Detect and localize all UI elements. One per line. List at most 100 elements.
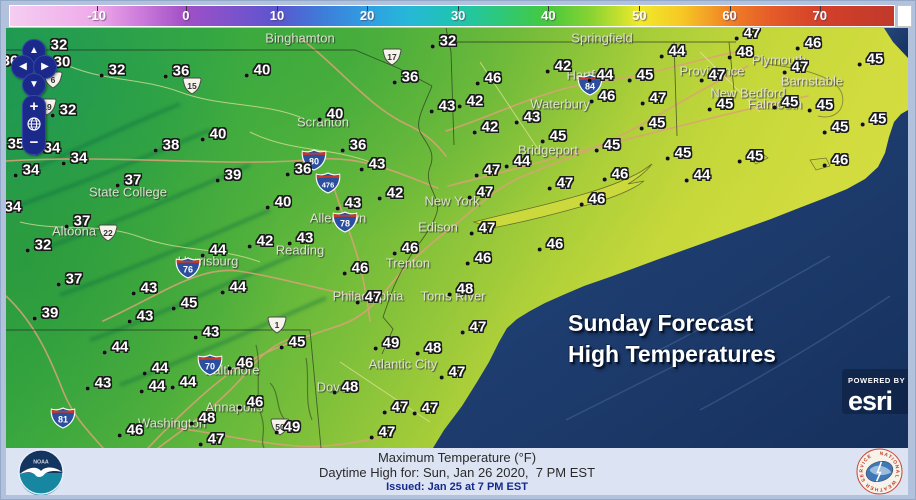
- station-dot: [472, 130, 477, 135]
- forecast-map[interactable]: BinghamtonSpringfieldScrantonHartfordWat…: [6, 28, 908, 448]
- svg-text:1: 1: [275, 320, 280, 330]
- station-dot: [163, 74, 168, 79]
- temp-value: 36: [163, 63, 189, 80]
- colorbar-tick: [367, 6, 369, 11]
- temp-value: 42: [377, 185, 403, 202]
- station-dot: [287, 241, 292, 246]
- arrow-up-icon: ▲: [29, 45, 39, 56]
- station-dot: [153, 148, 158, 153]
- temp-value: 47: [439, 364, 465, 381]
- svg-text:76: 76: [183, 265, 193, 275]
- pan-down-button[interactable]: ▼: [22, 73, 46, 97]
- temp-value: 45: [822, 119, 848, 136]
- svg-text:15: 15: [187, 81, 197, 91]
- city-label: Annapolis: [205, 399, 263, 415]
- zoom-in-button[interactable]: +: [29, 98, 39, 115]
- nws-logo[interactable]: NATIONAL WEATHER SERVICE: [856, 448, 903, 495]
- us-route-15-shield: 15: [182, 77, 202, 95]
- city-label: Dover: [316, 379, 352, 395]
- temp-value: 39: [215, 167, 241, 184]
- long-island: [472, 163, 653, 229]
- temp-value: 36: [340, 137, 366, 154]
- temp-value: 36: [392, 69, 418, 86]
- station-dot: [727, 55, 732, 60]
- interstate-76-shield: 76: [175, 257, 201, 279]
- caption-bar: NOAA Maximum Temperature (°F) Daytime Hi…: [6, 448, 908, 495]
- temp-value: 32: [99, 62, 125, 79]
- arrow-left-icon: ◀: [19, 61, 27, 72]
- temp-value: 47: [412, 400, 438, 417]
- noaa-logo[interactable]: NOAA: [18, 449, 64, 495]
- station-dot: [537, 247, 542, 252]
- temp-value: 39: [32, 305, 58, 322]
- station-dot: [382, 410, 387, 415]
- station-dot: [237, 405, 242, 410]
- station-dot: [392, 251, 397, 256]
- station-dot: [115, 183, 120, 188]
- city-label: Springfield: [571, 30, 633, 46]
- interstate-70-shield: 70: [197, 354, 223, 376]
- station-dot: [504, 164, 509, 169]
- temp-value: 44: [200, 242, 226, 259]
- station-dot: [465, 261, 470, 266]
- temp-value: 42: [457, 93, 483, 110]
- temp-value: 46: [465, 250, 491, 267]
- temp-value: 43: [429, 98, 455, 115]
- svg-text:70: 70: [205, 362, 215, 372]
- station-dot: [589, 99, 594, 104]
- temp-value: 38: [153, 137, 179, 154]
- station-dot: [602, 177, 607, 182]
- marthas-vineyard: [745, 151, 769, 165]
- station-dot: [198, 442, 203, 447]
- zoom-out-button[interactable]: −: [29, 134, 39, 151]
- station-dot: [475, 81, 480, 86]
- station-dot: [639, 126, 644, 131]
- station-dot: [467, 195, 472, 200]
- temp-value: 46: [237, 394, 263, 411]
- svg-text:78: 78: [340, 219, 350, 229]
- globe-icon[interactable]: [27, 117, 41, 131]
- svg-text:476: 476: [322, 181, 335, 190]
- temp-value: 40: [265, 194, 291, 211]
- us-route-1-shield: 1: [267, 316, 287, 334]
- colorbar-tick-label: 20: [359, 8, 375, 23]
- station-dot: [857, 62, 862, 67]
- temp-value: 46: [822, 152, 848, 169]
- station-dot: [587, 78, 592, 83]
- station-dot: [429, 109, 434, 114]
- station-dot: [795, 46, 800, 51]
- station-dot: [415, 351, 420, 356]
- station-dot: [640, 101, 645, 106]
- temp-value: 45: [807, 97, 833, 114]
- esri-attribution: POWERED BY esri: [842, 369, 908, 415]
- temp-value: 45: [279, 334, 305, 351]
- temp-value: 43: [131, 280, 157, 297]
- temp-value: 45: [171, 295, 197, 312]
- svg-text:22: 22: [103, 228, 113, 238]
- temp-value: 36: [285, 161, 311, 178]
- city-label: Altoona: [51, 223, 97, 239]
- temp-value: 47: [474, 162, 500, 179]
- colorbar-tick: [185, 6, 187, 11]
- station-dot: [822, 130, 827, 135]
- temp-value: 45: [627, 67, 653, 84]
- station-dot: [659, 54, 664, 59]
- station-dot: [579, 202, 584, 207]
- temp-value: 46: [227, 355, 253, 372]
- station-dot: [215, 178, 220, 183]
- station-dot: [227, 366, 232, 371]
- ocean: [433, 110, 908, 448]
- colorbar-tick: [639, 6, 641, 11]
- city-label: Falmouth: [747, 96, 803, 112]
- station-dot: [142, 371, 147, 376]
- colorbar-tick: [458, 6, 460, 11]
- station-dot: [131, 291, 136, 296]
- temp-value: 43: [514, 109, 540, 126]
- colorbar-tick-label: 0: [182, 8, 190, 23]
- temp-value: 46: [392, 240, 418, 257]
- temp-value: 45: [857, 51, 883, 68]
- colorbar-tick: [819, 6, 821, 11]
- city-label: Providence: [679, 63, 745, 79]
- temp-value: 32: [25, 237, 51, 254]
- temp-value: 47: [469, 220, 495, 237]
